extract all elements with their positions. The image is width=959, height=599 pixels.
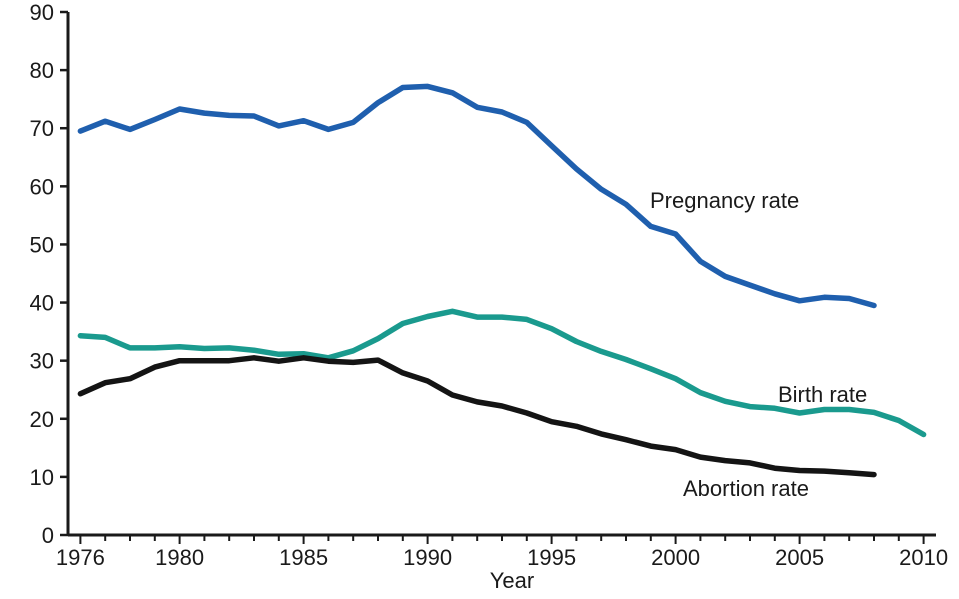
series-lines <box>77 83 927 478</box>
series-label-abortion-rate: Abortion rate <box>683 476 809 501</box>
y-tick-label: 60 <box>30 174 54 199</box>
series-label-birth-rate: Birth rate <box>778 382 867 407</box>
x-tick-label: 2000 <box>651 545 700 570</box>
x-axis-title: Year <box>490 568 534 593</box>
x-tick-label: 2005 <box>775 545 824 570</box>
series-line-birth-rate <box>77 308 927 438</box>
y-ticks: 0 10 20 30 40 50 60 70 80 90 <box>30 0 68 548</box>
y-tick-label: 80 <box>30 58 54 83</box>
axes-layer <box>66 12 936 537</box>
y-tick-label: 40 <box>30 291 54 316</box>
x-ticks: 1976 1980 1985 1990 1995 2000 2005 2010 <box>56 535 948 570</box>
y-tick-label: 30 <box>30 349 54 374</box>
y-tick-label: 0 <box>42 523 54 548</box>
series-label-pregnancy-rate: Pregnancy rate <box>650 188 799 213</box>
y-tick-label: 10 <box>30 465 54 490</box>
y-tick-label: 90 <box>30 0 54 25</box>
y-tick-label: 20 <box>30 407 54 432</box>
x-tick-label: 1976 <box>56 545 105 570</box>
x-tick-label: 1990 <box>403 545 452 570</box>
series-labels: Pregnancy rate Birth rate Abortion rate <box>650 188 867 501</box>
y-tick-label: 70 <box>30 116 54 141</box>
series-line-pregnancy-rate <box>77 83 877 309</box>
x-tick-label: 1980 <box>155 545 204 570</box>
y-tick-label: 50 <box>30 232 54 257</box>
x-tick-label: 1995 <box>527 545 576 570</box>
x-tick-label: 2010 <box>899 545 948 570</box>
series-line-abortion-rate <box>77 355 877 478</box>
x-tick-label: 1985 <box>279 545 328 570</box>
